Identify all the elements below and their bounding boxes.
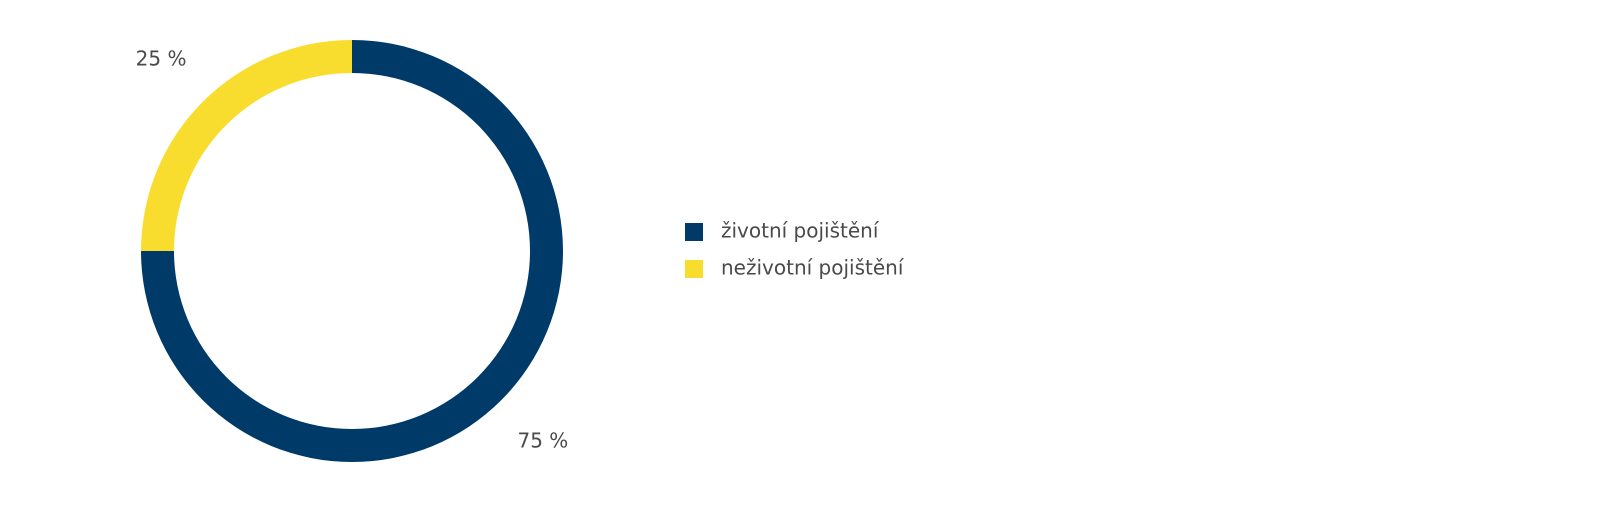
legend-swatch <box>685 223 703 241</box>
legend-label: neživotní pojištění <box>721 256 905 280</box>
value-label: 75 % <box>518 428 569 452</box>
legend-label: životní pojištění <box>721 219 880 243</box>
legend-swatch <box>685 260 703 278</box>
value-label: 25 % <box>136 47 187 71</box>
donut-segment <box>141 40 352 251</box>
